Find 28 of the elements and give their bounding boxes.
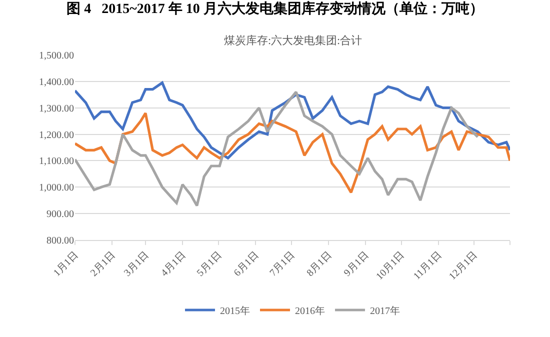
y-tick-label: 800.00 <box>46 236 74 246</box>
x-tick-label: 5月1日 <box>195 250 224 279</box>
x-tick-label: 6月1日 <box>232 250 262 279</box>
y-tick-label: 1,300.00 <box>39 103 74 114</box>
legend-label: 2016年 <box>295 304 325 317</box>
x-tick-label: 7月1日 <box>268 250 297 279</box>
x-tick-label: 2月1日 <box>88 250 118 279</box>
x-tick-label: 4月1日 <box>159 250 188 279</box>
y-tick-label: 1,400.00 <box>39 76 74 88</box>
y-tick-label: 1,200.00 <box>39 130 74 141</box>
chart-title: 图 4 2015~2017 年 10 月六大发电集团库存变动情况（单位：万吨） <box>66 0 484 18</box>
x-tick-label: 1月1日 <box>52 250 81 279</box>
y-tick-label: 900.00 <box>46 209 74 220</box>
y-tick-label: 1,100.00 <box>39 156 74 168</box>
legend-label: 2017年 <box>370 304 400 317</box>
x-tick-label: 12月1日 <box>447 250 480 282</box>
y-tick-label: 1,000.00 <box>39 182 74 194</box>
chart-subtitle: 煤炭库存:六大发电集团:合计 <box>224 34 362 47</box>
line-series <box>75 81 510 160</box>
x-tick-label: 9月1日 <box>342 250 372 279</box>
x-tick-label: 11月1日 <box>412 250 444 282</box>
legend-label: 2015年 <box>220 304 250 317</box>
line-series <box>75 112 510 194</box>
x-tick-label: 10月1日 <box>374 250 407 282</box>
x-tick-label: 3月1日 <box>122 250 152 279</box>
y-tick-label: 1,500.00 <box>39 50 74 62</box>
line-series <box>75 90 480 207</box>
x-tick-label: 8月1日 <box>305 250 334 279</box>
